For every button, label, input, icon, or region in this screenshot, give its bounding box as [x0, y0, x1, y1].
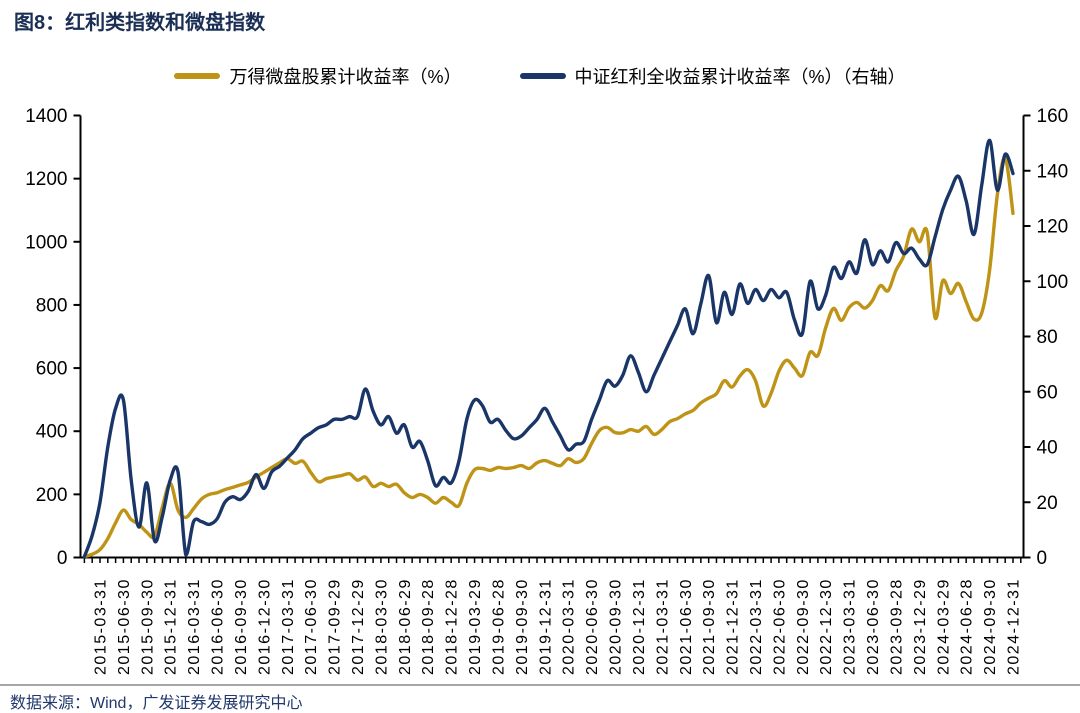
- series-line-0: [82, 156, 1015, 559]
- figure-title: 图8：红利类指数和微盘指数: [14, 12, 266, 34]
- left-axis-tick-label: 1400: [25, 106, 67, 127]
- microcap-line-swatch: [174, 73, 221, 79]
- x-axis-tick-label: 2015-03-31: [93, 578, 110, 675]
- x-axis-tick-label: 2017-03-31: [280, 578, 297, 675]
- x-axis-tick-label: 2015-06-30: [116, 578, 133, 675]
- right-axis-tick-label: 100: [1037, 272, 1069, 293]
- data-source-note: 数据来源：Wind，广发证券发展研究中心: [10, 695, 303, 712]
- left-axis-tick-label: 800: [36, 295, 68, 316]
- right-axis-tick-label: 20: [1037, 493, 1058, 514]
- right-axis-tick-label: 60: [1037, 382, 1058, 403]
- x-axis-tick-label: 2024-12-31: [1006, 578, 1023, 675]
- footer-divider: [0, 684, 1080, 686]
- chart-svg: 0 200 400 600 800 1000 1200 1400 0 20 40 60 80 100 120…: [25, 106, 1069, 675]
- legend-item-dividend: 中证红利全收益累计收益率（%）（右轴）: [519, 63, 906, 89]
- x-axis-tick-label: 2017-06-30: [303, 578, 320, 675]
- x-axis-tick-label: 2023-06-30: [865, 578, 882, 675]
- x-axis-tick-label: 2021-06-30: [678, 578, 695, 675]
- x-axis-tick-label: 2020-09-30: [608, 578, 625, 675]
- left-axis-tick-label: 400: [36, 422, 68, 443]
- x-axis-tick-label: 2024-06-28: [959, 578, 976, 675]
- right-axis-tick-label: 40: [1037, 438, 1058, 459]
- x-axis-tick-label: 2022-09-30: [795, 578, 812, 675]
- left-axis-tick-label: 1000: [25, 232, 67, 253]
- x-axis-tick-label: 2021-12-31: [725, 578, 742, 675]
- x-axis-tick-label: 2022-06-30: [771, 578, 788, 675]
- right-axis-tick-label: 140: [1037, 161, 1069, 182]
- x-axis-tick-label: 2018-03-30: [373, 578, 390, 675]
- x-axis-tick-label: 2020-03-31: [561, 578, 578, 675]
- legend-item-microcap: 万得微盘股累计收益率（%）: [174, 63, 462, 89]
- x-axis-tick-label: 2020-06-30: [584, 578, 601, 675]
- x-axis-tick-label: 2015-09-30: [139, 578, 156, 675]
- x-axis-tick-label: 2023-12-29: [912, 578, 929, 675]
- x-axis-tick-label: 2024-09-30: [982, 578, 999, 675]
- x-axis-tick-label: 2022-12-30: [818, 578, 835, 675]
- x-axis-tick-label: 2019-03-29: [467, 578, 484, 675]
- x-axis-tick-label: 2017-12-29: [350, 578, 367, 675]
- x-axis-tick-label: 2023-09-28: [888, 578, 905, 675]
- x-axis-tick-label: 2018-09-28: [420, 578, 437, 675]
- left-axis-tick-label: 600: [36, 359, 68, 380]
- dividend-line-swatch: [519, 73, 566, 79]
- x-axis-tick-label: 2016-12-30: [256, 578, 273, 675]
- x-axis-tick-label: 2024-03-29: [935, 578, 952, 675]
- x-axis-tick-label: 2022-03-31: [748, 578, 765, 675]
- x-axis-tick-label: 2019-12-31: [537, 578, 554, 675]
- x-axis-tick-label: 2016-06-30: [210, 578, 227, 675]
- legend-label-microcap: 万得微盘股累计收益率（%）: [229, 67, 462, 87]
- left-axis-tick-label: 0: [57, 548, 68, 569]
- left-axis-tick-label: 1200: [25, 169, 67, 190]
- right-axis-tick-label: 120: [1037, 217, 1069, 238]
- chart-legend: 万得微盘股累计收益率（%） 中证红利全收益累计收益率（%）（右轴）: [0, 63, 1080, 89]
- x-axis-tick-label: 2015-12-31: [163, 578, 180, 675]
- x-axis-tick-label: 2020-12-31: [631, 578, 648, 675]
- right-axis-tick-label: 0: [1037, 548, 1048, 569]
- x-axis-tick-label: 2018-06-29: [397, 578, 414, 675]
- x-axis-tick-label: 2016-03-31: [186, 578, 203, 675]
- x-axis-tick-label: 2018-12-28: [444, 578, 461, 675]
- x-axis-tick-label: 2021-03-31: [654, 578, 671, 675]
- right-axis-tick-label: 80: [1037, 327, 1058, 348]
- x-axis-tick-label: 2017-09-29: [327, 578, 344, 675]
- x-axis-tick-label: 2016-09-30: [233, 578, 250, 675]
- x-axis-tick-label: 2021-09-30: [701, 578, 718, 675]
- series-line-1: [82, 138, 1015, 559]
- right-axis-tick-label: 160: [1037, 106, 1069, 127]
- legend-label-dividend: 中证红利全收益累计收益率（%）（右轴）: [574, 67, 906, 87]
- left-axis-tick-label: 200: [36, 485, 68, 506]
- x-axis-tick-label: 2019-06-28: [490, 578, 507, 675]
- x-axis-tick-label: 2023-03-31: [842, 578, 859, 675]
- x-axis-tick-label: 2019-09-30: [514, 578, 531, 675]
